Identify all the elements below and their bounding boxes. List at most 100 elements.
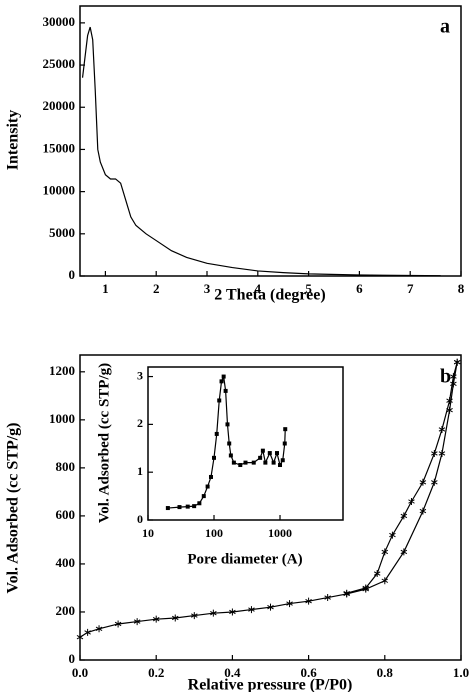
x-tick-label: 4	[255, 281, 262, 296]
star-marker	[171, 614, 179, 622]
square-marker	[201, 494, 206, 499]
y-tick-label: 800	[56, 459, 76, 474]
y-tick-label: 3	[137, 368, 143, 382]
x-axis-label: Pore diameter (A)	[187, 551, 302, 567]
y-tick-label: 30000	[43, 14, 76, 29]
star-marker	[76, 633, 84, 641]
data-line	[81, 26, 441, 277]
square-marker	[260, 448, 265, 453]
x-tick-label: 7	[407, 281, 414, 296]
y-axis-label: Vol. Adsorbed (cc STP/g)	[5, 423, 22, 594]
square-marker	[228, 453, 233, 458]
y-tick-label: 0	[137, 512, 143, 526]
square-marker	[217, 398, 222, 403]
x-tick-label: 1000	[268, 526, 292, 540]
x-tick-label: 0.0	[72, 665, 88, 680]
square-marker	[278, 463, 283, 468]
star-marker	[438, 425, 446, 433]
square-marker	[231, 460, 236, 465]
y-tick-label: 1200	[49, 363, 75, 378]
square-marker	[251, 460, 256, 465]
star-marker	[229, 608, 236, 616]
star-marker	[286, 600, 293, 608]
square-marker	[223, 388, 228, 393]
x-tick-label: 6	[356, 281, 363, 296]
star-marker	[446, 397, 453, 405]
x-tick-label: 0.8	[377, 665, 394, 680]
y-tick-label: 2	[137, 416, 143, 430]
y-tick-label: 600	[56, 507, 76, 522]
y-tick-label: 20000	[43, 98, 76, 113]
y-tick-label: 5000	[49, 225, 75, 240]
square-marker	[274, 451, 279, 456]
x-tick-label: 100	[205, 526, 223, 540]
square-marker	[280, 458, 285, 463]
x-tick-label: 1	[102, 281, 109, 296]
star-marker	[438, 449, 446, 457]
plot-frame	[147, 366, 344, 521]
inset-background	[148, 367, 343, 520]
y-axis-label: Vol. Adsorbed (cc STP/g)	[96, 363, 112, 523]
square-marker	[271, 460, 276, 465]
star-marker	[450, 373, 457, 381]
square-marker	[197, 501, 202, 506]
square-marker	[214, 431, 219, 436]
x-tick-label: 1.0	[453, 665, 469, 680]
y-axis-label: Intensity	[5, 110, 22, 170]
star-marker	[95, 625, 103, 633]
star-marker	[431, 449, 438, 457]
star-marker	[381, 548, 389, 556]
star-marker	[133, 618, 141, 626]
star-marker	[373, 570, 381, 578]
star-marker	[389, 531, 396, 539]
x-axis-label: Relative pressure (P/P0)	[188, 677, 353, 692]
star-marker	[419, 478, 427, 486]
square-marker	[205, 484, 210, 489]
star-marker	[400, 548, 408, 556]
panel-label: b	[440, 366, 451, 388]
star-marker	[305, 597, 312, 605]
square-marker	[227, 441, 232, 446]
star-marker	[114, 620, 122, 628]
y-tick-label: 0	[69, 267, 76, 282]
y-tick-label: 1	[137, 464, 143, 478]
panel-label: a	[440, 16, 450, 38]
y-tick-label: 200	[56, 603, 76, 618]
x-tick-label: 0.6	[300, 665, 317, 680]
y-tick-label: 400	[56, 555, 76, 570]
x-tick-label: 0.4	[224, 665, 241, 680]
y-tick-label: 15000	[43, 140, 76, 155]
x-tick-label: 3	[204, 281, 211, 296]
y-tick-label: 25000	[43, 56, 76, 71]
y-tick-label: 10000	[43, 183, 76, 198]
square-marker	[243, 460, 248, 465]
star-marker	[419, 507, 427, 515]
data-line	[346, 362, 458, 594]
star-marker	[362, 584, 370, 592]
star-marker	[450, 380, 457, 388]
square-marker	[258, 455, 263, 460]
plot-frame	[79, 5, 462, 277]
star-marker	[210, 609, 217, 617]
x-tick-label: 0.2	[148, 665, 164, 680]
square-marker	[192, 504, 197, 509]
y-tick-label: 1000	[49, 411, 75, 426]
star-marker	[453, 358, 461, 366]
square-marker	[282, 441, 287, 446]
square-marker	[219, 379, 224, 384]
square-marker	[263, 460, 268, 465]
star-marker	[267, 603, 274, 611]
star-marker	[248, 606, 255, 614]
star-marker	[84, 628, 91, 636]
square-marker	[221, 374, 226, 379]
x-tick-label: 5	[305, 281, 312, 296]
square-marker	[238, 463, 243, 468]
star-marker	[152, 615, 160, 623]
star-marker	[343, 589, 350, 597]
y-tick-label: 0	[69, 651, 76, 666]
star-marker	[431, 478, 438, 486]
plot-frame	[79, 354, 462, 661]
x-tick-label: 2	[153, 281, 160, 296]
star-marker	[191, 612, 198, 620]
